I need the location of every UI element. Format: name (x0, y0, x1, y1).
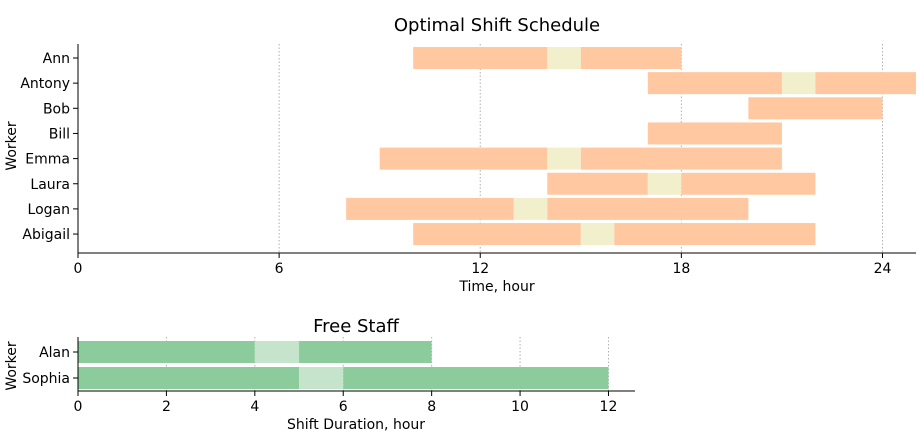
bar-emma-shift (580, 147, 782, 170)
free-staff-chart-bars (78, 341, 609, 389)
bar-bob-shift (748, 97, 883, 120)
x-tick-label: 8 (427, 399, 436, 415)
bar-ann-shift (580, 47, 682, 69)
x-tick-label: 24 (874, 261, 892, 277)
x-tick-label: 12 (600, 399, 618, 415)
bar-emma-shift (379, 147, 548, 170)
bar-laura-shift (547, 172, 648, 195)
x-tick-label: 4 (250, 399, 259, 415)
bar-ann-shift (413, 47, 548, 69)
y-tick-label-bill: Bill (49, 126, 70, 142)
bar-logan-shift (346, 197, 514, 220)
bar-antony-shift (647, 72, 782, 95)
bar-antony-break (781, 72, 816, 95)
free-staff-chart-xlabel: Shift Duration, hour (287, 417, 425, 433)
free-staff-chart-title: Free Staff (313, 316, 399, 337)
schedule-chart: Optimal Shift Schedule Worker Time, hour… (4, 15, 916, 295)
y-tick-label-logan: Logan (28, 202, 70, 218)
bar-laura-break (647, 172, 682, 195)
bar-antony-shift (815, 72, 916, 95)
free-staff-chart-axes (77, 337, 635, 392)
bar-abigail-shift (413, 223, 581, 246)
bar-bill-shift (647, 122, 782, 145)
x-tick-label: 2 (162, 399, 171, 415)
schedule-chart-ticks: Ann Antony Bob Bill Emma Laura Logan Abigail 0 6 1… (20, 51, 891, 277)
bar-ann-break (547, 47, 581, 69)
y-tick-label-ann: Ann (43, 51, 70, 67)
bar-sophia-shift (343, 367, 609, 389)
y-tick-label-laura: Laura (30, 177, 70, 193)
y-tick-label-abigail: Abigail (22, 227, 70, 243)
bar-laura-shift (681, 172, 816, 195)
bar-logan-shift (547, 197, 749, 220)
bar-alan-shift (78, 341, 255, 363)
schedule-chart-axes (77, 44, 916, 254)
x-tick-label: 6 (275, 261, 284, 277)
bar-sophia-shift (78, 367, 300, 389)
bar-sophia-break (299, 367, 344, 389)
y-tick-label-alan: Alan (39, 345, 70, 361)
bar-alan-shift (299, 341, 432, 363)
bar-emma-break (547, 147, 581, 170)
free-staff-chart-ylabel: Worker (4, 341, 20, 391)
schedule-chart-xlabel: Time, hour (458, 279, 534, 295)
y-tick-label-sophia: Sophia (22, 371, 70, 387)
y-tick-label-antony: Antony (20, 76, 70, 92)
bar-alan-break (254, 341, 300, 363)
x-tick-label: 0 (74, 261, 83, 277)
free-staff-chart: Free Staff Worker Shift Duration, hour A… (4, 316, 635, 433)
x-tick-label: 0 (74, 399, 83, 415)
x-tick-label: 10 (511, 399, 529, 415)
bar-abigail-break (580, 223, 615, 246)
schedule-chart-ylabel: Worker (4, 121, 20, 171)
x-tick-label: 6 (339, 399, 348, 415)
x-tick-label: 18 (672, 261, 690, 277)
x-tick-label: 12 (471, 261, 489, 277)
bar-logan-break (513, 197, 548, 220)
y-tick-label-emma: Emma (25, 152, 70, 168)
bar-abigail-shift (614, 223, 816, 246)
schedule-chart-title: Optimal Shift Schedule (394, 15, 600, 36)
schedule-chart-bars (346, 47, 916, 246)
y-tick-label-bob: Bob (43, 101, 70, 117)
